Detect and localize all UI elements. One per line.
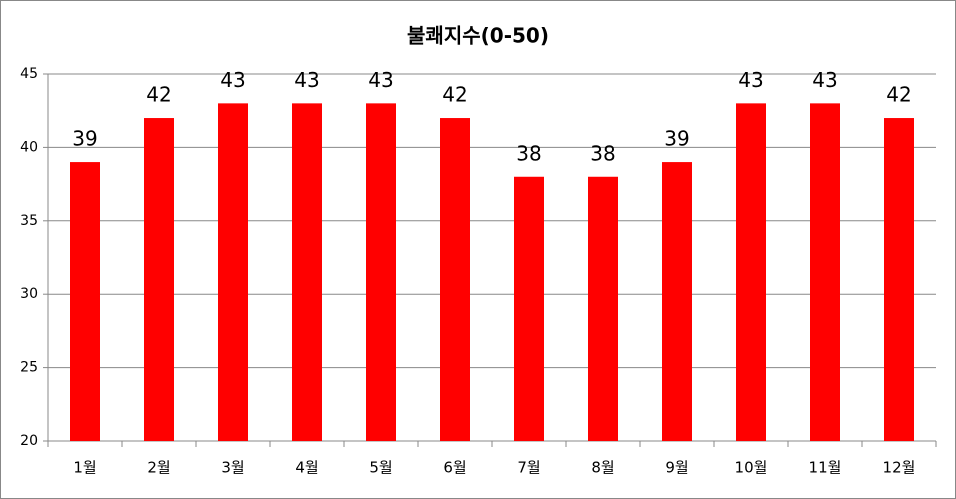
bar <box>218 103 248 442</box>
bar <box>588 176 618 441</box>
x-tick-label: 9월 <box>665 459 688 477</box>
bar <box>884 118 914 441</box>
x-tick-label: 10월 <box>735 459 768 477</box>
bar <box>440 118 470 441</box>
bar <box>292 103 322 442</box>
bar <box>736 103 766 442</box>
x-tick-label: 11월 <box>809 459 842 477</box>
x-tick-label: 1월 <box>73 459 96 477</box>
bar <box>810 103 840 442</box>
bar <box>70 162 100 441</box>
y-tick-label: 25 <box>20 360 38 376</box>
chart-title: 불쾌지수(0-50) <box>407 24 549 48</box>
data-label: 38 <box>590 141 615 165</box>
y-tick-label: 40 <box>20 139 38 155</box>
data-label: 43 <box>220 68 245 92</box>
data-label: 39 <box>72 127 97 151</box>
x-tick-label: 8월 <box>591 459 614 477</box>
x-tick-label: 5월 <box>369 459 392 477</box>
bar <box>514 176 544 441</box>
data-label: 39 <box>664 127 689 151</box>
bar <box>366 103 396 442</box>
data-label: 42 <box>442 83 467 107</box>
data-label: 38 <box>516 141 541 165</box>
data-label: 43 <box>738 68 763 92</box>
x-tick-label: 2월 <box>147 459 170 477</box>
x-tick-label: 7월 <box>517 459 540 477</box>
y-tick-label: 35 <box>20 213 38 229</box>
y-tick-label: 45 <box>20 66 38 82</box>
data-label: 43 <box>812 68 837 92</box>
data-label: 43 <box>368 68 393 92</box>
x-tick-label: 6월 <box>443 459 466 477</box>
data-label: 42 <box>886 83 911 107</box>
y-tick-label: 20 <box>20 433 38 449</box>
bar <box>662 162 692 441</box>
x-tick-label: 12월 <box>883 459 916 477</box>
y-tick-label: 30 <box>20 286 38 302</box>
data-label: 43 <box>294 68 319 92</box>
data-label: 42 <box>146 83 171 107</box>
bar <box>144 118 174 441</box>
x-tick-label: 4월 <box>295 459 318 477</box>
x-tick-label: 3월 <box>221 459 244 477</box>
